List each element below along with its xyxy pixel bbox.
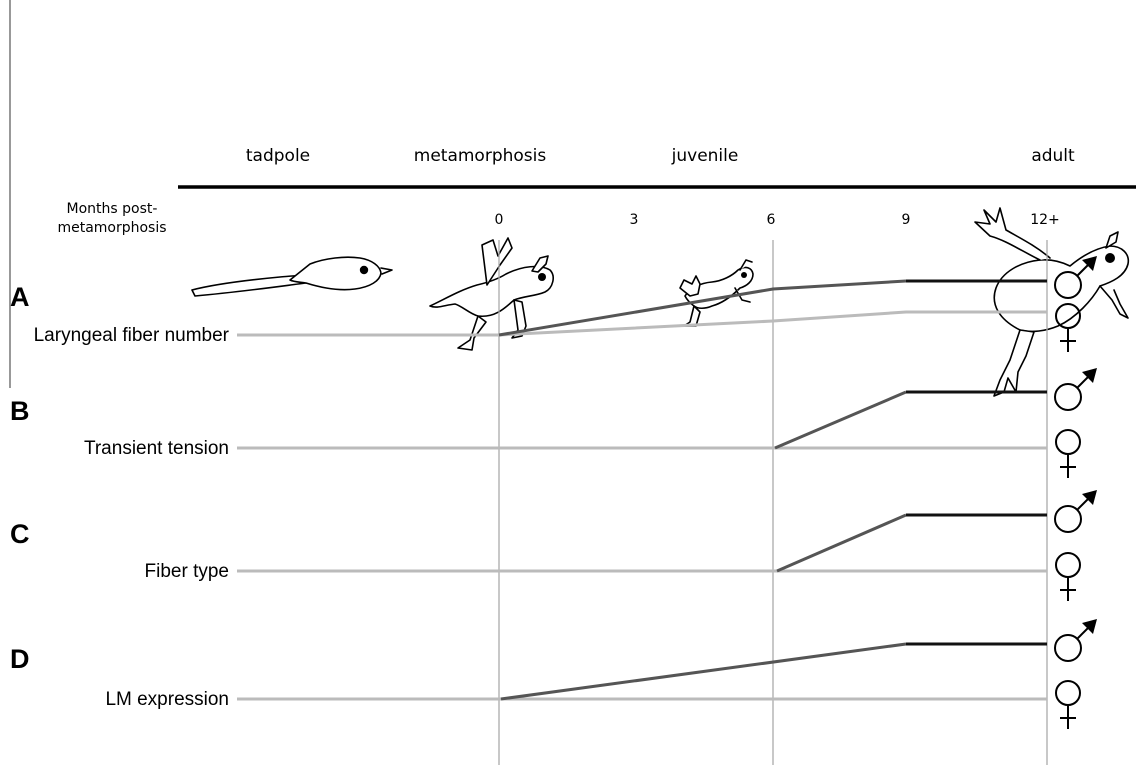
male-symbol-icon <box>1054 490 1097 533</box>
row-a-female-line <box>237 310 1047 337</box>
female-symbol-icon <box>1055 680 1081 729</box>
stage-label-metamorphosis: metamorphosis <box>414 146 547 166</box>
stage-label-juvenile: juvenile <box>671 146 739 166</box>
tick-label-9: 9 <box>902 212 911 228</box>
row-a-male-rise <box>498 279 907 337</box>
female-symbol-icon <box>1055 552 1081 601</box>
stage-label-adult: adult <box>1031 146 1075 166</box>
male-symbol-icon <box>1054 368 1097 411</box>
row-label-b: Transient tension <box>84 438 229 459</box>
tick-label-0: 0 <box>495 212 504 228</box>
stage-label-tadpole: tadpole <box>246 146 310 166</box>
male-symbol-icon <box>1054 619 1097 662</box>
panel-letter-b: B <box>10 396 30 426</box>
row-c-male-rise <box>776 513 907 573</box>
panel-letter-a: A <box>10 282 30 312</box>
female-symbol-icon <box>1055 303 1081 352</box>
tick-label-6: 6 <box>767 212 776 228</box>
row-label-c: Fiber type <box>145 561 229 582</box>
adult-frog-icon <box>974 207 1130 397</box>
tadpole-icon <box>191 256 393 297</box>
female-symbol-icon <box>1055 429 1081 478</box>
row-label-a: Laryngeal fiber number <box>34 325 230 346</box>
row-label-d: LM expression <box>105 689 229 710</box>
juvenile-frog-icon <box>679 259 754 327</box>
row-d-male-rise <box>500 642 907 701</box>
tick-label-3: 3 <box>630 212 639 228</box>
male-symbol-icon <box>1054 256 1097 299</box>
row-b-male-rise <box>774 390 907 450</box>
axis-title-line2: metamorphosis <box>57 220 166 236</box>
metamorphosis-frog-icon <box>429 237 554 351</box>
panel-letter-c: C <box>10 519 30 549</box>
tick-label-12plus: 12+ <box>1030 212 1060 228</box>
panel-letter-d: D <box>10 644 30 674</box>
axis-title-line1: Months post- <box>67 201 158 217</box>
